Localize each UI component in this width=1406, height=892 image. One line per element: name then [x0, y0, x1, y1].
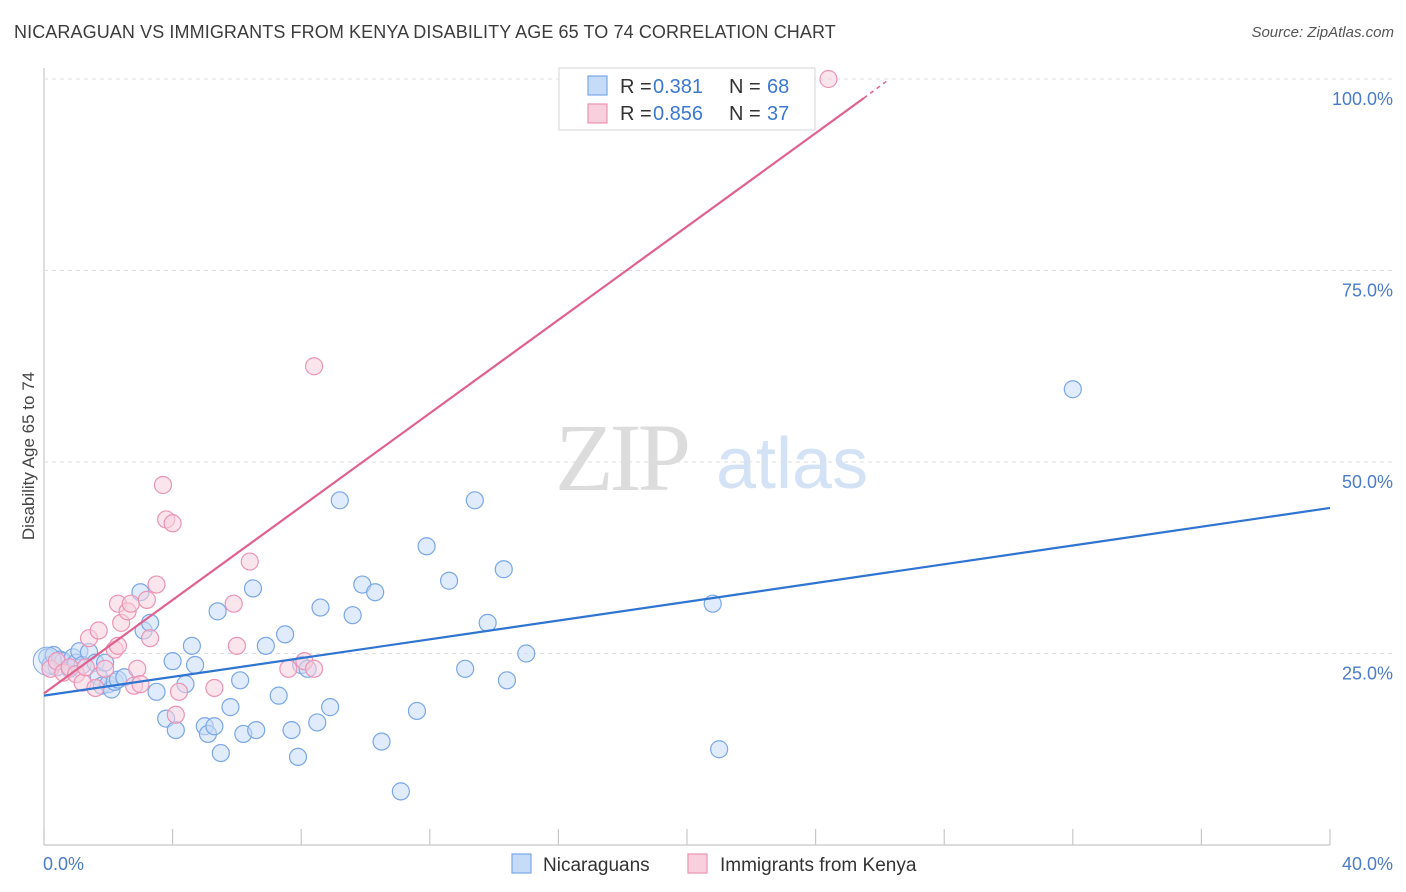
nicaraguan-point	[494, 560, 513, 579]
nicaraguan-point	[231, 671, 250, 690]
legend-r-label: R =	[620, 103, 652, 125]
nicaraguan-point	[330, 491, 349, 510]
y-tick-label: 75.0%	[1342, 281, 1393, 301]
kenya-point	[147, 575, 166, 594]
y-tick-label: 50.0%	[1342, 472, 1393, 492]
nicaraguan-point	[465, 491, 484, 510]
legend-r-value: 0.381	[653, 76, 703, 98]
x-tick-label-min: 0.0%	[43, 854, 84, 874]
nicaraguan-point	[269, 686, 288, 705]
nicaraguan-point	[497, 671, 517, 690]
nicaraguan-point	[391, 782, 410, 801]
correlation-legend: R = 0.381 N = 68 R = 0.856 N = 37	[558, 67, 816, 131]
bottom-legend-swatch-kenya	[687, 853, 708, 874]
legend-swatch-nicaraguans	[587, 75, 608, 96]
legend-n-label: N =	[729, 103, 761, 125]
source-label: Source: ZipAtlas.com	[1251, 24, 1394, 41]
bottom-legend-label-nicaraguans: Nicaraguans	[543, 855, 650, 876]
nicaraguan-point	[288, 747, 308, 767]
kenya-trendline-extension	[863, 78, 890, 99]
nicaraguan-point	[311, 598, 330, 617]
nicaraguan-point	[163, 652, 182, 671]
nicaraguan-point	[343, 606, 362, 625]
nicaraguan-point	[366, 583, 385, 602]
nicaraguan-point	[282, 720, 301, 740]
kenya-point	[137, 590, 156, 609]
nicaraguan-point	[205, 717, 224, 736]
kenya-point	[819, 69, 838, 89]
chart-title: NICARAGUAN VS IMMIGRANTS FROM KENYA DISA…	[14, 22, 836, 42]
kenya-point	[140, 629, 160, 648]
kenya-trendline	[43, 97, 865, 695]
nicaraguan-point	[308, 713, 327, 732]
legend-r-value: 0.856	[653, 103, 703, 125]
nicaraguan-point	[478, 613, 497, 632]
nicaraguan-point	[276, 625, 295, 644]
nicaraguan-point	[1063, 380, 1082, 399]
kenya-point	[304, 357, 324, 376]
nicaraguan-point	[247, 720, 266, 740]
kenya-point	[153, 475, 173, 495]
x-tick-label-max: 40.0%	[1342, 854, 1393, 874]
legend-n-label: N =	[729, 76, 761, 98]
nicaraguan-point	[166, 720, 185, 740]
nicaraguan-point	[710, 740, 729, 759]
kenya-point	[76, 658, 95, 677]
legend-n-value: 37	[767, 103, 789, 125]
nicaraguan-point	[186, 655, 205, 675]
nicaraguan-point	[243, 579, 263, 598]
nicaraguan-point	[439, 571, 459, 590]
nicaraguan-point	[417, 537, 436, 556]
nicaraguan-point	[321, 698, 340, 717]
kenya-point	[279, 659, 298, 678]
nicaraguan-point	[147, 682, 166, 701]
kenya-point	[166, 705, 185, 724]
series-legend: Nicaraguans Immigrants from Kenya	[511, 853, 917, 876]
kenya-point	[121, 594, 140, 613]
nicaraguan-point	[456, 659, 475, 678]
kenya-point	[163, 514, 182, 533]
nicaraguan-point	[517, 644, 536, 663]
nicaraguan-point	[256, 636, 275, 655]
watermark-atlas: atlas	[716, 424, 868, 504]
nicaraguan-point	[407, 701, 427, 721]
kenya-point	[304, 659, 324, 678]
nicaraguan-point	[221, 698, 240, 717]
y-tick-label: 100.0%	[1332, 89, 1393, 109]
y-axis-label: Disability Age 65 to 74	[19, 372, 38, 540]
bottom-legend-swatch-nicaraguans	[511, 853, 532, 874]
kenya-point	[131, 675, 150, 694]
kenya-point	[205, 678, 224, 698]
watermark-zip: ZIP	[555, 404, 688, 511]
kenya-point	[128, 659, 147, 678]
nicaraguan-point	[211, 743, 230, 763]
nicaraguan-point	[372, 732, 391, 751]
kenya-point	[240, 552, 259, 571]
kenya-point	[169, 682, 189, 701]
kenya-point	[95, 659, 115, 678]
y-tick-label: 25.0%	[1342, 664, 1393, 684]
kenya-point	[224, 594, 243, 613]
nicaraguan-point	[208, 602, 227, 621]
nicaraguan-trendline	[43, 506, 1331, 697]
bottom-legend-label-kenya: Immigrants from Kenya	[720, 855, 917, 876]
legend-swatch-kenya	[587, 103, 608, 124]
kenya-point	[227, 636, 246, 655]
nicaraguan-point	[182, 636, 201, 655]
legend-n-value: 68	[767, 76, 789, 98]
kenya-point	[89, 621, 108, 640]
legend-r-label: R =	[620, 76, 652, 98]
